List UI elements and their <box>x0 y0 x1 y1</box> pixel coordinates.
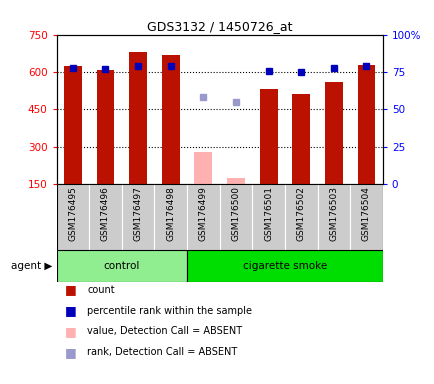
Bar <box>56 184 89 250</box>
Bar <box>96 70 114 184</box>
Text: ■: ■ <box>65 304 77 317</box>
Text: GSM176495: GSM176495 <box>68 186 77 241</box>
Bar <box>324 82 342 184</box>
Text: ■: ■ <box>65 283 77 296</box>
Text: control: control <box>103 261 140 271</box>
Text: GSM176502: GSM176502 <box>296 186 305 241</box>
Text: count: count <box>87 285 115 295</box>
Bar <box>357 65 375 184</box>
Bar <box>194 152 212 184</box>
Bar <box>252 184 284 250</box>
Bar <box>187 184 219 250</box>
Text: GSM176499: GSM176499 <box>198 186 207 241</box>
Text: GSM176503: GSM176503 <box>329 186 338 241</box>
Text: percentile rank within the sample: percentile rank within the sample <box>87 306 251 316</box>
Bar <box>317 184 349 250</box>
Text: GSM176501: GSM176501 <box>263 186 273 241</box>
Text: rank, Detection Call = ABSENT: rank, Detection Call = ABSENT <box>87 347 237 357</box>
Bar <box>349 184 382 250</box>
Text: ■: ■ <box>65 346 77 359</box>
Text: GSM176504: GSM176504 <box>361 186 370 241</box>
Text: GSM176500: GSM176500 <box>231 186 240 241</box>
Bar <box>227 178 244 184</box>
Text: ■: ■ <box>65 325 77 338</box>
Text: agent ▶: agent ▶ <box>11 261 52 271</box>
Bar <box>122 184 154 250</box>
Text: cigarette smoke: cigarette smoke <box>242 261 326 271</box>
Title: GDS3132 / 1450726_at: GDS3132 / 1450726_at <box>147 20 292 33</box>
Bar <box>161 55 179 184</box>
Bar <box>187 250 382 282</box>
Bar <box>292 94 309 184</box>
Bar <box>154 184 187 250</box>
Text: value, Detection Call = ABSENT: value, Detection Call = ABSENT <box>87 326 242 336</box>
Bar <box>259 89 277 184</box>
Bar <box>64 66 82 184</box>
Bar <box>219 184 252 250</box>
Text: GSM176498: GSM176498 <box>166 186 175 241</box>
Text: GSM176497: GSM176497 <box>133 186 142 241</box>
Bar <box>56 250 187 282</box>
Bar <box>129 52 147 184</box>
Bar <box>284 184 317 250</box>
Bar <box>89 184 122 250</box>
Text: GSM176496: GSM176496 <box>101 186 110 241</box>
